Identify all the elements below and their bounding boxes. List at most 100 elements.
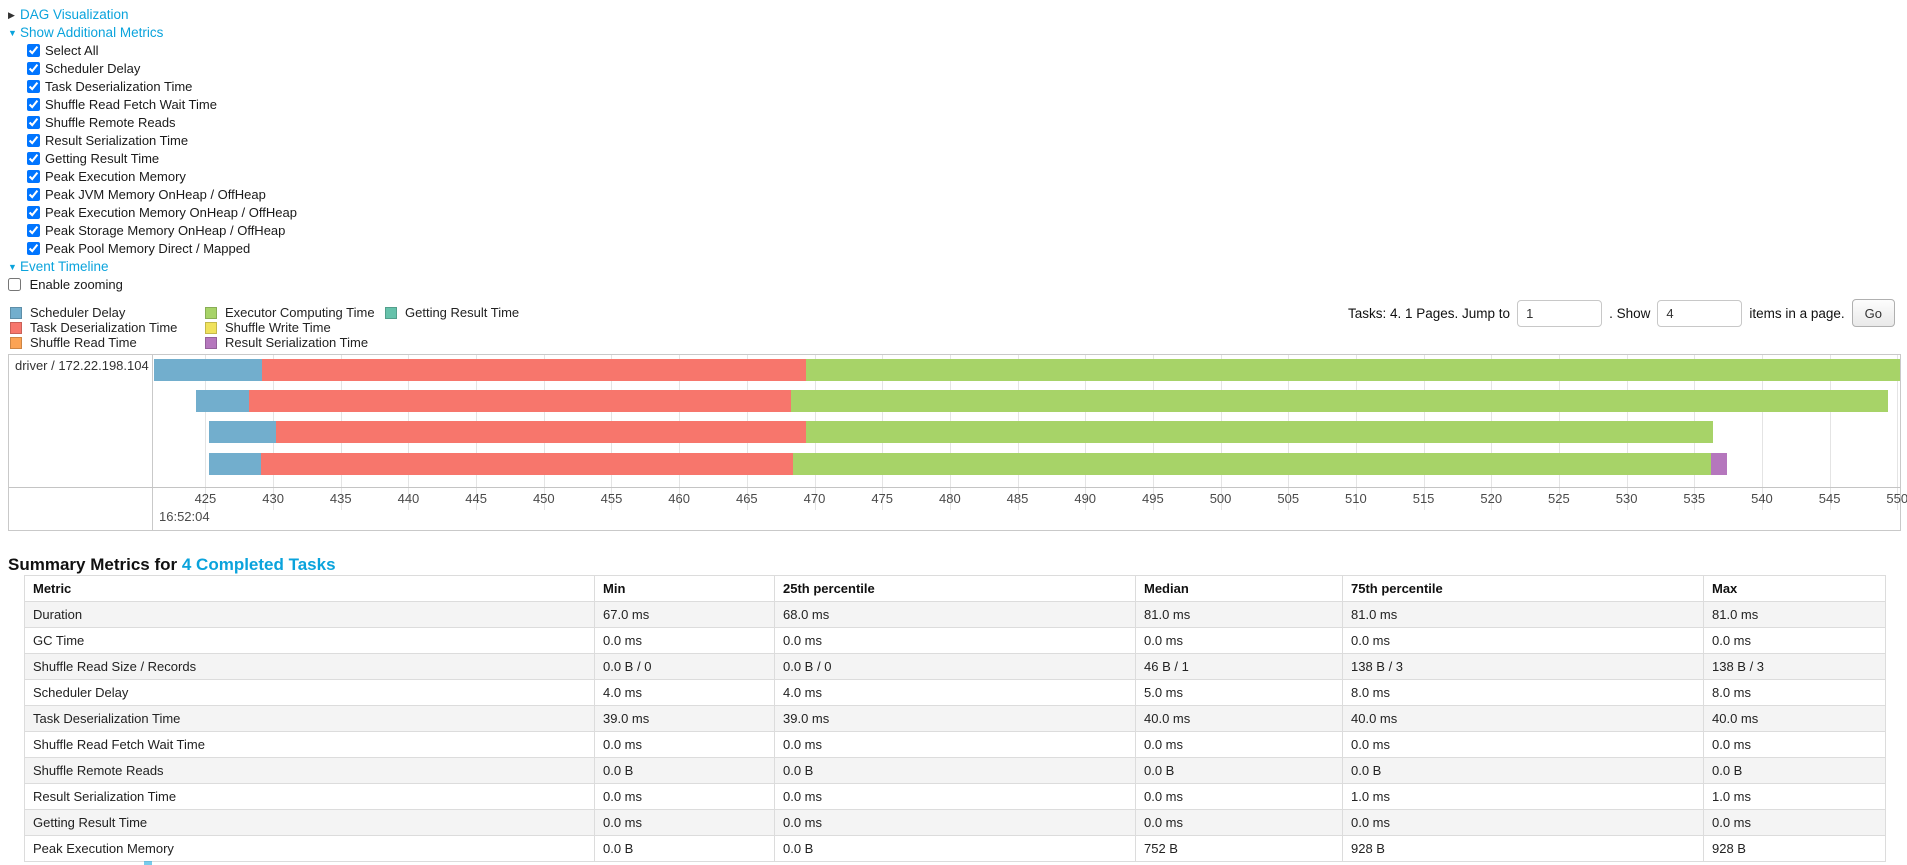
timeline-segment-executor-computing[interactable] — [806, 359, 1900, 381]
table-cell: 0.0 B — [1135, 757, 1343, 784]
axis-tick — [1220, 488, 1222, 510]
show-additional-metrics-link[interactable]: Show Additional Metrics — [20, 25, 164, 40]
axis-tick-label: 470 — [803, 491, 826, 506]
timeline-segment-task-deserialization[interactable] — [248, 390, 792, 412]
axis-tick-label: 435 — [329, 491, 352, 506]
executor-row-label: driver / 172.22.198.104 — [9, 355, 153, 530]
table-row: Shuffle Read Size / Records 0.0 B / 0 0.0 … — [24, 653, 1886, 680]
table-cell: 928 B — [1703, 835, 1886, 862]
table-cell: 0.0 B — [1342, 757, 1704, 784]
metric-checkbox[interactable] — [27, 116, 40, 129]
table-cell: 0.0 B / 0 — [774, 653, 1136, 680]
table-cell: 0.0 B / 0 — [594, 653, 775, 680]
task-timeline-row — [154, 421, 1900, 443]
metric-checkbox-item: Getting Result Time — [8, 150, 297, 168]
table-row: Result Serialization Time 0.0 ms 0.0 ms 0.0… — [24, 783, 1886, 810]
metric-checkbox[interactable] — [27, 152, 40, 165]
table-cell: 5.0 ms — [1135, 679, 1343, 706]
timeline-segment-executor-computing[interactable] — [792, 453, 1711, 475]
metric-checkbox[interactable] — [27, 98, 40, 111]
table-cell: 0.0 ms — [1703, 809, 1886, 836]
table-cell: 0.0 ms — [1703, 731, 1886, 758]
table-cell: 68.0 ms — [774, 601, 1136, 628]
metric-checkbox[interactable] — [27, 134, 40, 147]
task-deserialization-swatch-icon — [10, 321, 22, 334]
gridline — [205, 355, 207, 487]
timeline-segment-executor-computing[interactable] — [806, 421, 1714, 443]
axis-tick-label: 475 — [871, 491, 894, 506]
go-button[interactable]: Go — [1851, 299, 1895, 327]
metric-checkbox[interactable] — [27, 170, 40, 183]
timeline-plot-area[interactable] — [154, 355, 1900, 487]
summary-metrics-table: Metric Min 25th percentile Median 75th perce… — [24, 575, 1886, 862]
timeline-segment-scheduler-delay[interactable] — [154, 359, 263, 381]
dag-visualization-toggle[interactable]: ▶ DAG Visualization — [8, 6, 297, 24]
table-cell: 0.0 ms — [1342, 627, 1704, 654]
table-cell: 67.0 ms — [594, 601, 775, 628]
table-cell: 0.0 ms — [594, 809, 775, 836]
metric-checkbox-label: Task Deserialization Time — [45, 79, 193, 94]
timeline-segment-result-serialization[interactable] — [1710, 453, 1727, 475]
summary-heading-prefix: Summary Metrics for — [8, 555, 178, 575]
timeline-segment-task-deserialization[interactable] — [275, 421, 807, 443]
axis-tick — [1829, 488, 1831, 510]
axis-tick-label: 510 — [1345, 491, 1367, 506]
metric-checkbox[interactable] — [27, 62, 40, 75]
pagination-prefix-text: Tasks: 4. 1 Pages. Jump to — [1347, 305, 1511, 321]
axis-tick — [1558, 488, 1560, 510]
items-per-page-input[interactable] — [1657, 299, 1743, 327]
metric-checkbox[interactable] — [27, 188, 40, 201]
legend-label: Shuffle Write Time — [225, 320, 331, 335]
table-header-cell: 25th percentile — [774, 575, 1136, 602]
metric-checkbox[interactable] — [27, 80, 40, 93]
getting-result-swatch-icon — [385, 306, 397, 319]
metric-checkbox[interactable] — [27, 224, 40, 237]
tasks-pagination: Tasks: 4. 1 Pages. Jump to . Show items … — [1348, 299, 1895, 327]
enable-zooming-checkbox[interactable] — [8, 278, 21, 291]
metric-checkbox-item: Shuffle Remote Reads — [8, 114, 297, 132]
table-cell: 8.0 ms — [1703, 679, 1886, 706]
metric-checkbox-item: Peak Storage Memory OnHeap / OffHeap — [8, 222, 297, 240]
metric-checkbox[interactable] — [27, 242, 40, 255]
axis-tick — [1491, 488, 1493, 510]
additional-metrics-checkbox-list: Select All Scheduler Delay Task Deserializ… — [8, 42, 297, 258]
gridline — [1761, 355, 1763, 487]
gridline — [1829, 355, 1831, 487]
table-cell: 928 B — [1342, 835, 1704, 862]
legend-item: Getting Result Time — [385, 305, 519, 320]
axis-tick — [1355, 488, 1357, 510]
timeline-segment-scheduler-delay[interactable] — [209, 421, 276, 443]
axis-tick-label: 545 — [1818, 491, 1841, 506]
metric-checkbox-label: Shuffle Read Fetch Wait Time — [45, 97, 217, 112]
event-timeline-toggle[interactable]: ▼ Event Timeline — [8, 258, 297, 276]
axis-tick-label: 495 — [1142, 491, 1164, 506]
table-cell: 0.0 ms — [1135, 627, 1343, 654]
timeline-segment-executor-computing[interactable] — [791, 390, 1888, 412]
timeline-segment-scheduler-delay[interactable] — [195, 390, 249, 412]
show-additional-metrics-toggle[interactable]: ▼ Show Additional Metrics — [8, 24, 297, 42]
table-cell: 40.0 ms — [1342, 705, 1704, 732]
dag-visualization-link[interactable]: DAG Visualization — [20, 7, 129, 22]
event-timeline-link[interactable]: Event Timeline — [20, 259, 109, 274]
task-timeline-row — [154, 359, 1900, 381]
completed-tasks-link[interactable]: 4 Completed Tasks — [181, 555, 336, 575]
table-cell: 39.0 ms — [774, 705, 1136, 732]
metric-checkbox[interactable] — [27, 206, 40, 219]
table-cell: 0.0 ms — [594, 731, 775, 758]
axis-tick-label: 500 — [1209, 491, 1232, 506]
metric-checkbox-item: Peak JVM Memory OnHeap / OffHeap — [8, 186, 297, 204]
table-cell: 1.0 ms — [1703, 783, 1886, 810]
table-cell: Duration — [24, 601, 595, 628]
axis-tick-label: 425 — [194, 491, 217, 506]
jump-to-page-input[interactable] — [1517, 299, 1603, 327]
timeline-segment-task-deserialization[interactable] — [262, 359, 807, 381]
metric-checkbox-label: Peak Execution Memory OnHeap / OffHeap — [45, 205, 297, 220]
axis-tick-label: 480 — [938, 491, 961, 506]
table-header-cell: Metric — [24, 575, 595, 602]
table-cell: 752 B — [1135, 835, 1343, 862]
timeline-segment-scheduler-delay[interactable] — [209, 453, 261, 475]
metric-checkbox[interactable] — [27, 44, 40, 57]
timeline-segment-task-deserialization[interactable] — [260, 453, 793, 475]
table-cell: 40.0 ms — [1703, 705, 1886, 732]
table-cell: 39.0 ms — [594, 705, 775, 732]
